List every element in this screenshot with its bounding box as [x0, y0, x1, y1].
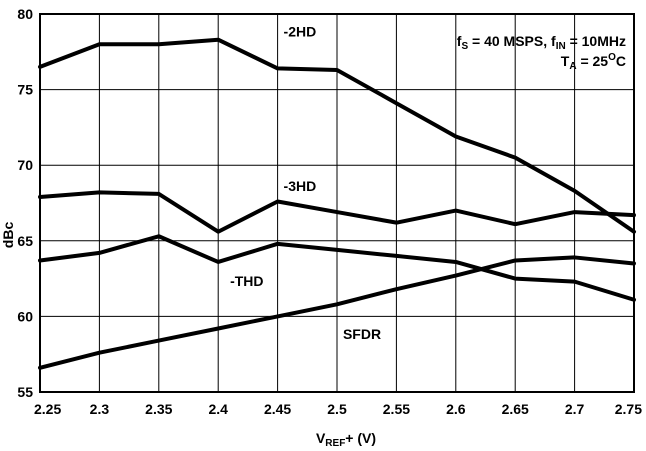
x-tick-label: 2.4 — [208, 401, 228, 417]
series-line-3hd — [38, 190, 636, 234]
x-tick-label: 2.7 — [565, 401, 585, 417]
series-label-background — [280, 22, 320, 41]
series-line-thd — [38, 234, 636, 302]
series-label: SFDR — [343, 326, 381, 342]
conditions-line-1: fS = 40 MSPS, fIN = 10MHz — [457, 33, 626, 52]
x-tick-label: 2.75 — [615, 401, 642, 417]
series-lines — [38, 37, 636, 370]
x-tick-label: 2.35 — [145, 401, 172, 417]
series-label: -2HD — [284, 24, 317, 40]
series-label: -THD — [230, 273, 263, 289]
series-line-sfdr — [38, 255, 636, 370]
series-label-background — [339, 325, 385, 344]
plot-frame — [39, 13, 635, 393]
conditions-line-2: TA = 25OC — [561, 52, 626, 72]
series-label-background — [227, 272, 267, 291]
y-tick-labels: 55 60 65 70 75 80 — [17, 6, 33, 400]
y-tick-label: 80 — [17, 6, 33, 22]
y-tick-label: 65 — [17, 233, 33, 249]
series-line-2hd — [38, 37, 636, 234]
y-tick-label: 60 — [17, 308, 33, 324]
x-tick-label: 2.55 — [383, 401, 410, 417]
series-label-background — [280, 176, 320, 195]
y-tick-label: 70 — [17, 157, 33, 173]
y-tick-label: 55 — [17, 384, 33, 400]
x-axis-label: VREF+ (V) — [316, 430, 376, 449]
x-tick-label: 2.45 — [264, 401, 291, 417]
series-labels: -2HD -3HD -THD SFDR — [227, 22, 385, 344]
x-tick-label: 2.3 — [90, 401, 110, 417]
x-tick-label: 2.5 — [327, 401, 347, 417]
y-axis-label: dBc — [0, 222, 16, 249]
x-tick-label: 2.65 — [502, 401, 529, 417]
x-tick-label: 2.6 — [446, 401, 466, 417]
x-tick-labels: 2.25 2.3 2.35 2.4 2.45 2.5 2.55 2.6 2.65 2.7 2.75 — [34, 401, 642, 417]
x-tick-label: 2.25 — [34, 401, 61, 417]
series-label: -3HD — [284, 178, 317, 194]
y-tick-label: 75 — [17, 82, 33, 98]
